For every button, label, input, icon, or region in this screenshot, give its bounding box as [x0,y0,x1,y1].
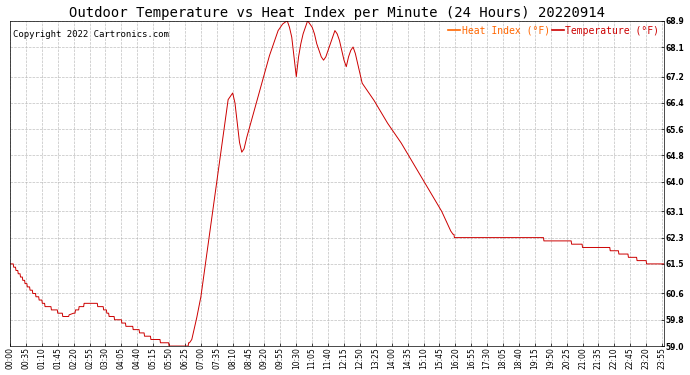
Legend: Heat Index (°F), Temperature (°F): Heat Index (°F), Temperature (°F) [448,26,660,36]
Title: Outdoor Temperature vs Heat Index per Minute (24 Hours) 20220914: Outdoor Temperature vs Heat Index per Mi… [69,6,605,20]
Text: Copyright 2022 Cartronics.com: Copyright 2022 Cartronics.com [13,30,169,39]
